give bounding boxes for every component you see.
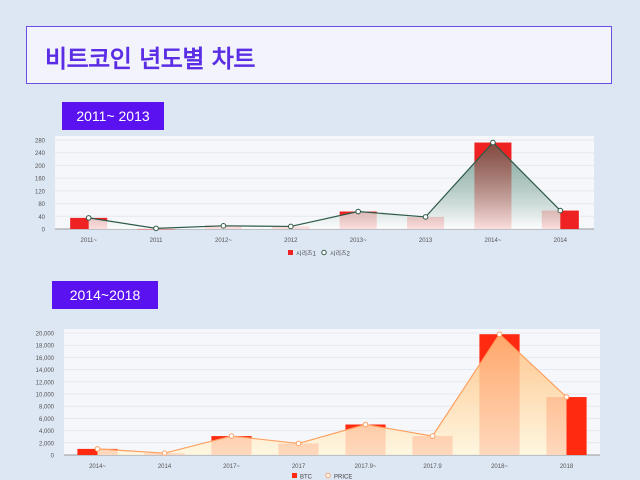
data-point (557, 207, 564, 214)
data-point (496, 331, 503, 338)
y-tick-label: 80 (38, 202, 45, 208)
x-tick-label: 2018 (560, 464, 574, 470)
data-point (362, 421, 369, 428)
y-tick-label: 12,000 (36, 380, 55, 386)
y-tick-label: 0 (51, 454, 55, 460)
chart-2011-2013: 0 40 80 120 160 200 240 280 2011~ 2011 2012~ 2012 20… (35, 136, 594, 258)
series-line (88, 141, 561, 229)
x-tick-label: 2011~ (80, 238, 97, 244)
y-tick-label: 200 (35, 164, 46, 170)
y-tick-label: 120 (35, 189, 46, 195)
y-tick-label: 8,000 (39, 405, 55, 411)
data-point (161, 450, 168, 456)
range-badge-2014-2018: 2014~2018 (52, 281, 158, 309)
data-point (429, 433, 436, 439)
legend-label: 시리즈1 (296, 250, 317, 258)
data-point (422, 214, 429, 220)
page-title: 비트코인 년도별 차트 (45, 45, 255, 73)
x-tick-label: 2014~ (485, 238, 502, 244)
legend-marker (321, 249, 327, 256)
x-tick-label: 2013~ (350, 238, 367, 244)
data-point (85, 215, 92, 221)
chart-2014-2018: 0 2,000 4,000 6,000 8,000 10,000 12,000 14,000 1… (36, 329, 600, 480)
data-point (490, 139, 496, 146)
y-tick-label: 14,000 (36, 368, 55, 374)
data-point (228, 433, 235, 439)
data-point (220, 223, 227, 229)
data-point (295, 440, 302, 447)
x-tick-label: 2018~ (491, 464, 508, 470)
legend-label: 시리즈2 (330, 250, 351, 258)
x-tick-label: 2012 (284, 238, 298, 244)
y-tick-label: 4,000 (39, 429, 55, 435)
x-tick-label: 2017.9 (423, 464, 442, 470)
x-tick-label: 2013 (419, 238, 433, 244)
y-tick-label: 160 (35, 177, 46, 183)
y-tick-label: 0 (42, 228, 46, 234)
range-badge-2011-2013: 2011~ 2013 (62, 102, 164, 130)
data-point (153, 225, 159, 232)
data-point (94, 446, 101, 452)
y-tick-label: 18,000 (36, 344, 55, 350)
x-tick-label: 2011 (150, 238, 164, 244)
y-tick-label: 280 (35, 139, 46, 145)
page-header: 비트코인 년도별 차트 (26, 26, 612, 84)
x-tick-label: 2014 (554, 238, 568, 244)
legend-marker (325, 472, 331, 479)
x-tick-label: 2012~ (215, 238, 232, 244)
area-fill (97, 334, 567, 455)
legend-label: PRICE (334, 475, 352, 480)
data-point (355, 208, 361, 215)
x-tick-label: 2014~ (89, 464, 106, 470)
data-point (288, 223, 294, 230)
x-tick-label: 2017 (292, 464, 306, 470)
legend-label: BTC (300, 475, 313, 480)
y-tick-label: 240 (35, 151, 46, 157)
y-tick-label: 6,000 (39, 417, 55, 423)
y-tick-label: 20,000 (36, 332, 55, 338)
legend-swatch (292, 473, 297, 478)
data-point (563, 394, 570, 400)
series-line (97, 333, 567, 454)
legend-swatch (288, 250, 293, 255)
y-tick-label: 2,000 (39, 441, 55, 447)
x-tick-label: 2017~ (223, 464, 240, 470)
y-tick-label: 40 (38, 215, 45, 221)
x-tick-label: 2017.9~ (355, 464, 377, 470)
area-fill (88, 142, 561, 229)
x-tick-label: 2014 (158, 464, 172, 470)
y-tick-label: 16,000 (36, 356, 55, 362)
y-tick-label: 10,000 (36, 393, 55, 399)
